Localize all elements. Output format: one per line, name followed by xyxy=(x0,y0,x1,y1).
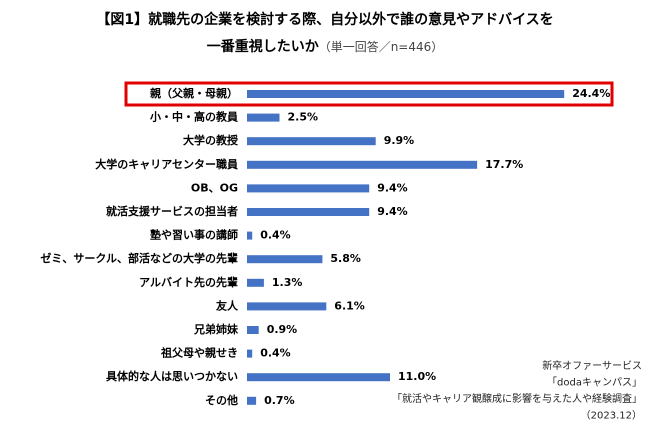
value-label: 11.0% xyxy=(398,370,436,383)
value-label: 2.5% xyxy=(288,111,319,124)
value-label: 9.4% xyxy=(377,205,408,218)
category-label: アルバイト先の先輩 xyxy=(139,275,238,289)
bar xyxy=(247,184,370,193)
value-label: 24.4% xyxy=(572,87,610,100)
category-label: その他 xyxy=(205,393,238,407)
source-note: 「dodaキャンパス」 xyxy=(547,377,642,389)
category-label: 小・中・高の教員 xyxy=(149,110,238,124)
value-label: 5.8% xyxy=(330,252,361,265)
bar xyxy=(247,231,253,240)
bar xyxy=(247,90,565,98)
value-label: 1.3% xyxy=(272,276,303,289)
value-label: 0.7% xyxy=(264,394,295,407)
value-label: 9.4% xyxy=(377,181,408,194)
bar xyxy=(247,302,327,311)
chart-subtitle: （単一回答／n=446） xyxy=(319,39,444,54)
bar xyxy=(247,208,370,216)
category-label: ゼミ、サークル、部活などの大学の先輩 xyxy=(40,251,238,265)
value-label: 0.9% xyxy=(267,323,298,336)
category-label: 親（父親・母親） xyxy=(150,86,238,100)
value-label: 0.4% xyxy=(260,229,291,242)
bar xyxy=(247,396,257,405)
value-label: 9.9% xyxy=(384,134,415,147)
category-label: OB、OG xyxy=(191,181,238,194)
chart-title: 【図1】就職先の企業を検討する際、自分以外で誰の意見やアドバイスを xyxy=(96,11,553,28)
bar xyxy=(247,278,264,287)
value-label: 6.1% xyxy=(334,299,365,312)
category-label: 友人 xyxy=(216,298,239,312)
bar xyxy=(247,349,253,358)
category-label: 具体的な人は思いつかない xyxy=(106,369,238,383)
value-label: 17.7% xyxy=(485,158,523,171)
bar xyxy=(247,326,259,334)
category-label: 大学の教授 xyxy=(183,133,239,147)
highlight-box xyxy=(124,81,614,107)
chart-title-line: 一番重視したいか（単一回答／n=446） xyxy=(207,38,444,55)
bar xyxy=(247,113,280,122)
category-label: 兄弟姉妹 xyxy=(193,322,239,336)
bar xyxy=(247,137,376,146)
category-label: 就活支援サービスの担当者 xyxy=(106,204,238,218)
bar xyxy=(247,160,478,169)
bar xyxy=(247,255,323,264)
source-note: 新卒オファーサービス xyxy=(542,359,642,372)
value-label: 0.4% xyxy=(260,347,291,360)
bar xyxy=(247,373,390,382)
source-note: 「就活やキャリア観醸成に影響を与えた人や経験調査」 xyxy=(392,392,642,405)
chart-title: 一番重視したいか xyxy=(207,38,319,55)
category-label: 祖父母や親せき xyxy=(160,346,238,360)
category-label: 大学のキャリアセンター職員 xyxy=(95,157,238,171)
source-note: （2023.12） xyxy=(581,410,642,422)
category-label: 塾や習い事の講師 xyxy=(150,228,238,242)
